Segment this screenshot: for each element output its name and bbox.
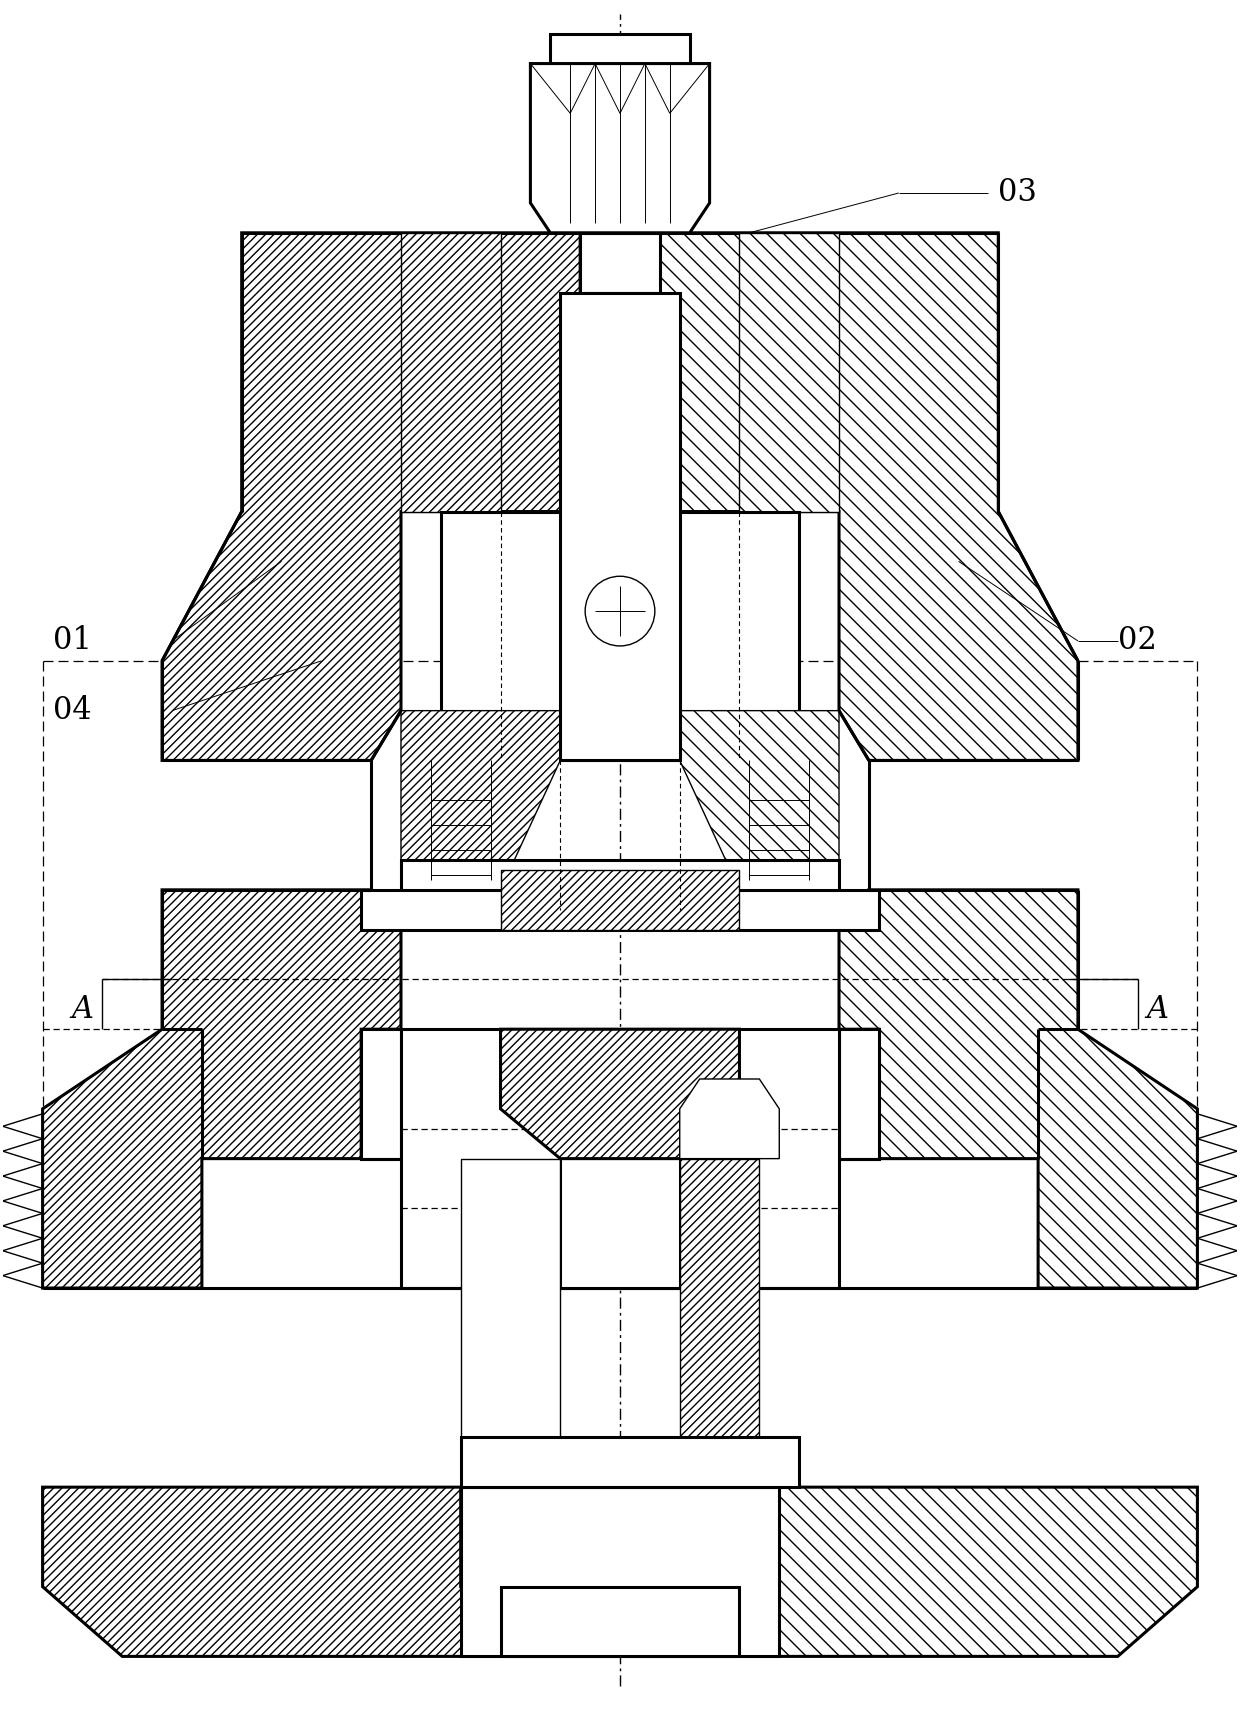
Bar bbox=[401, 860, 839, 910]
Bar bbox=[461, 1438, 800, 1488]
Bar bbox=[560, 1029, 680, 1288]
Text: A: A bbox=[1147, 994, 1168, 1024]
Bar bbox=[401, 1029, 839, 1288]
Bar bbox=[501, 870, 739, 930]
Circle shape bbox=[585, 576, 655, 646]
Bar bbox=[839, 1029, 879, 1159]
Polygon shape bbox=[531, 63, 709, 233]
Bar bbox=[461, 1488, 779, 1657]
Text: A: A bbox=[72, 994, 93, 1024]
Bar bbox=[361, 889, 879, 930]
Bar bbox=[501, 1587, 739, 1657]
Text: 01: 01 bbox=[52, 626, 92, 657]
Text: 03: 03 bbox=[998, 178, 1037, 209]
Polygon shape bbox=[501, 1029, 739, 1159]
Polygon shape bbox=[680, 1079, 779, 1159]
Polygon shape bbox=[739, 1488, 1198, 1657]
Bar bbox=[680, 1159, 759, 1438]
Text: 02: 02 bbox=[1117, 626, 1157, 657]
Polygon shape bbox=[162, 233, 580, 761]
Bar bbox=[440, 511, 800, 761]
Bar bbox=[401, 233, 501, 511]
Polygon shape bbox=[839, 889, 1198, 1288]
Polygon shape bbox=[680, 711, 839, 889]
Bar bbox=[461, 1159, 560, 1438]
Polygon shape bbox=[42, 1488, 501, 1657]
Bar bbox=[580, 233, 660, 292]
Polygon shape bbox=[660, 233, 1078, 761]
Text: 04: 04 bbox=[52, 696, 92, 727]
Polygon shape bbox=[401, 711, 560, 889]
Bar bbox=[560, 292, 680, 761]
Bar bbox=[739, 233, 839, 511]
Bar bbox=[551, 34, 689, 63]
Polygon shape bbox=[42, 889, 401, 1288]
Bar bbox=[361, 1029, 401, 1159]
